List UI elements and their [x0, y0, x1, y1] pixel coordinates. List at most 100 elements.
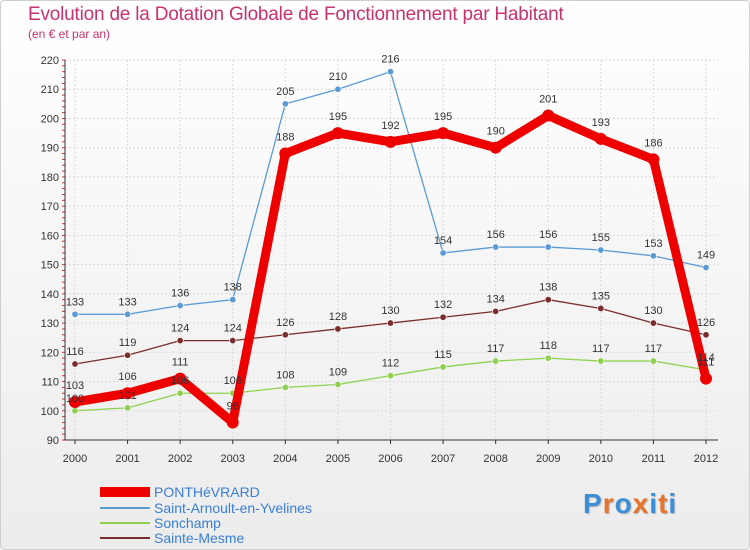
- data-point: [279, 147, 292, 160]
- y-tick-label: 190: [41, 143, 59, 155]
- y-tick-label: 130: [41, 318, 59, 330]
- data-label: 188: [276, 132, 294, 144]
- logo-letter: t: [658, 488, 669, 519]
- x-tick-label: 2002: [168, 453, 192, 465]
- legend-swatch-saint-arnoult: [100, 507, 150, 509]
- logo-letter: r: [602, 488, 615, 519]
- data-point: [386, 68, 394, 76]
- data-label: 100: [66, 393, 84, 405]
- data-label: 190: [486, 126, 504, 138]
- logo-letter: P: [583, 488, 603, 519]
- data-point: [124, 351, 132, 359]
- data-point: [121, 387, 134, 400]
- data-point: [700, 372, 712, 385]
- data-point: [649, 357, 657, 365]
- x-tick-label: 2006: [378, 453, 402, 465]
- data-point: [176, 389, 184, 397]
- data-point: [71, 407, 79, 415]
- data-point: [437, 127, 450, 140]
- data-label: 186: [644, 137, 662, 149]
- data-label: 115: [434, 349, 452, 361]
- legend-item-sonchamp: Sonchamp: [100, 515, 400, 531]
- logo-letter: i: [668, 488, 678, 519]
- data-point: [124, 404, 132, 412]
- data-point: [649, 319, 657, 327]
- y-tick-label: 210: [41, 84, 59, 96]
- data-label: 111: [698, 357, 715, 369]
- x-tick-label: 2000: [63, 453, 87, 465]
- data-label: 118: [539, 340, 557, 352]
- data-point: [386, 372, 394, 380]
- data-label: 132: [434, 299, 452, 311]
- data-point: [124, 310, 132, 318]
- x-tick-label: 2011: [642, 453, 666, 465]
- x-tick-label: 2009: [536, 453, 560, 465]
- data-point: [229, 296, 237, 304]
- data-label: 138: [539, 282, 557, 294]
- data-point: [386, 319, 394, 327]
- proxiti-logo: Proxiti: [583, 488, 677, 520]
- data-point: [334, 380, 342, 388]
- data-point: [492, 307, 500, 315]
- y-tick-label: 200: [41, 113, 59, 125]
- data-label: 103: [66, 380, 84, 392]
- data-label: 135: [592, 290, 610, 302]
- data-label: 114: [697, 352, 715, 364]
- data-point: [439, 313, 447, 321]
- data-point: [334, 85, 342, 93]
- data-point: [281, 100, 289, 108]
- data-label: 195: [434, 111, 452, 123]
- data-point: [597, 304, 605, 312]
- data-point: [176, 337, 184, 345]
- data-point: [597, 357, 605, 365]
- data-label: 126: [276, 317, 294, 329]
- legend-swatch-ponthevrard: [100, 487, 150, 497]
- data-point: [489, 141, 502, 154]
- data-label: 192: [381, 120, 399, 132]
- x-tick-label: 2005: [326, 453, 350, 465]
- logo-letter: x: [632, 488, 650, 519]
- data-point: [439, 363, 447, 371]
- data-label: 130: [381, 305, 399, 317]
- legend-label-saint-arnoult: Saint-Arnoult-en-Yvelines: [154, 500, 312, 516]
- legend-item-ponthevrard: PONTHéVRARD: [100, 484, 400, 500]
- data-point: [281, 383, 289, 391]
- data-point: [544, 296, 552, 304]
- data-label: 136: [171, 288, 189, 300]
- series-layer: [69, 68, 712, 429]
- x-tick-label: 2001: [115, 453, 139, 465]
- data-point: [334, 325, 342, 333]
- axes: 90 100 110 120 130 140 150 160 170 180 190 200 210 22…: [41, 55, 719, 465]
- data-point: [226, 416, 239, 429]
- data-point: [174, 372, 187, 385]
- data-point: [702, 331, 710, 339]
- data-point: [71, 360, 79, 368]
- data-point: [492, 243, 500, 251]
- data-label: 126: [697, 317, 715, 329]
- y-tick-label: 160: [41, 230, 59, 242]
- data-label: 119: [119, 337, 137, 349]
- y-tick-label: 180: [41, 172, 59, 184]
- data-label: 153: [644, 238, 662, 250]
- x-tick-label: 2012: [694, 453, 718, 465]
- data-label: 101: [118, 390, 136, 402]
- data-point: [229, 337, 237, 345]
- y-tick-label: 100: [41, 406, 59, 418]
- data-point: [176, 302, 184, 310]
- data-label: 108: [276, 369, 294, 381]
- chart-subtitle: (en € et par an): [28, 27, 111, 41]
- chart-title: Evolution de la Dotation Globale de Fonc…: [28, 4, 564, 25]
- y-tick-label: 140: [41, 289, 59, 301]
- data-point: [492, 357, 500, 365]
- data-point: [649, 252, 657, 260]
- data-label: 96: [227, 400, 239, 412]
- data-point: [71, 310, 79, 318]
- data-label: 201: [539, 94, 557, 106]
- data-label: 156: [486, 229, 504, 241]
- data-point: [331, 127, 344, 140]
- data-point: [542, 109, 555, 122]
- y-tick-label: 170: [41, 201, 59, 213]
- data-point: [544, 243, 552, 251]
- data-label: 106: [118, 371, 136, 383]
